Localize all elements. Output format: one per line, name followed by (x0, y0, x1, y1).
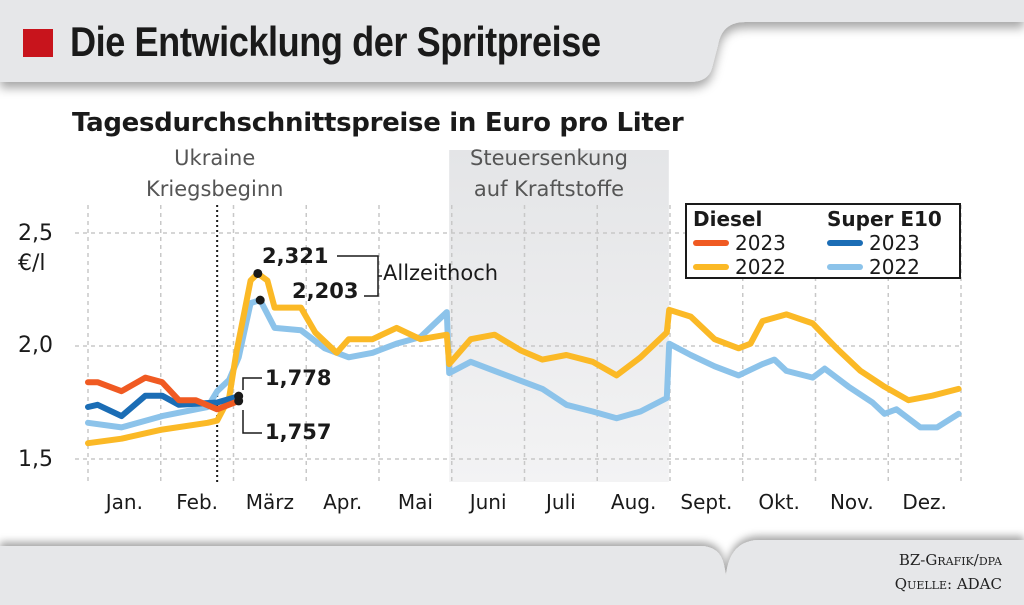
chart-subtitle: Tagesdurchschnittspreise in Euro pro Lit… (72, 108, 684, 138)
ytick-label: 2,5 (18, 221, 53, 246)
annotation-max-diesel: 2,321 (262, 244, 329, 268)
legend: Diesel Super E10 2023 2022 2023 2022 (685, 203, 961, 279)
max-point-e10 (255, 295, 265, 305)
footer-band (0, 540, 1024, 605)
xtick-label: Jan. (105, 490, 143, 514)
leader-line-e10-2023 (242, 377, 262, 390)
max-point-diesel (253, 268, 263, 278)
legend-e10-2023: 2023 (827, 231, 920, 255)
legend-e10-2022: 2022 (827, 255, 920, 279)
event-label-war: Ukraine Kriegsbeginn (146, 146, 284, 201)
xtick-label: Okt. (758, 490, 800, 514)
page-title: Die Entwicklung der Spritpreise (70, 18, 601, 65)
header-band (0, 0, 1024, 82)
credit-text: BZ-Grafik/dpa (898, 551, 1002, 569)
xtick-label: Feb. (176, 490, 219, 514)
y-axis-unit: €/l (18, 251, 46, 276)
legend-header-diesel: Diesel (693, 207, 763, 231)
legend-diesel-2022: 2022 (693, 255, 786, 279)
ytick-label: 1,5 (18, 447, 53, 472)
series-line-super-e10-2022 (85, 297, 962, 431)
source-text: Quelle: ADAC (894, 575, 1002, 593)
series-line-diesel-2023 (85, 374, 242, 413)
xtick-label: Nov. (829, 490, 874, 514)
xtick-label: Apr. (323, 490, 363, 514)
last-point-diesel-2023 (234, 396, 244, 406)
xtick-label: Juli (546, 490, 576, 514)
event-label-tax-cut: Steuersenkung auf Kraftstoffe (470, 146, 628, 201)
xtick-label: Juni (469, 490, 507, 514)
xtick-label: Mai (397, 490, 433, 514)
leader-line-diesel-2023 (242, 410, 262, 434)
source-credit: BZ-Grafik/dpa Quelle: ADAC (895, 548, 1002, 596)
series-line-super-e10-2023 (85, 392, 242, 420)
annotation-max-e10: 2,203 (292, 279, 359, 303)
all-time-high-bracket (337, 255, 382, 297)
title-marker (23, 29, 53, 57)
legend-diesel-2023: 2023 (693, 231, 786, 255)
xtick-label: Aug. (610, 490, 657, 514)
xtick-label: Sept. (680, 490, 733, 514)
annotation-e10-2023: 1,778 (265, 366, 332, 390)
annotation-diesel-2023: 1,757 (265, 420, 332, 444)
legend-header-e10: Super E10 (827, 207, 942, 231)
xtick-label: März (245, 490, 294, 514)
xtick-label: Dez. (902, 490, 947, 514)
tax-cut-period-band (449, 150, 669, 482)
ytick-label: 2,0 (18, 333, 53, 358)
series-line-diesel-2022 (85, 270, 962, 447)
annotation-all-time-high: Allzeithoch (383, 261, 499, 285)
